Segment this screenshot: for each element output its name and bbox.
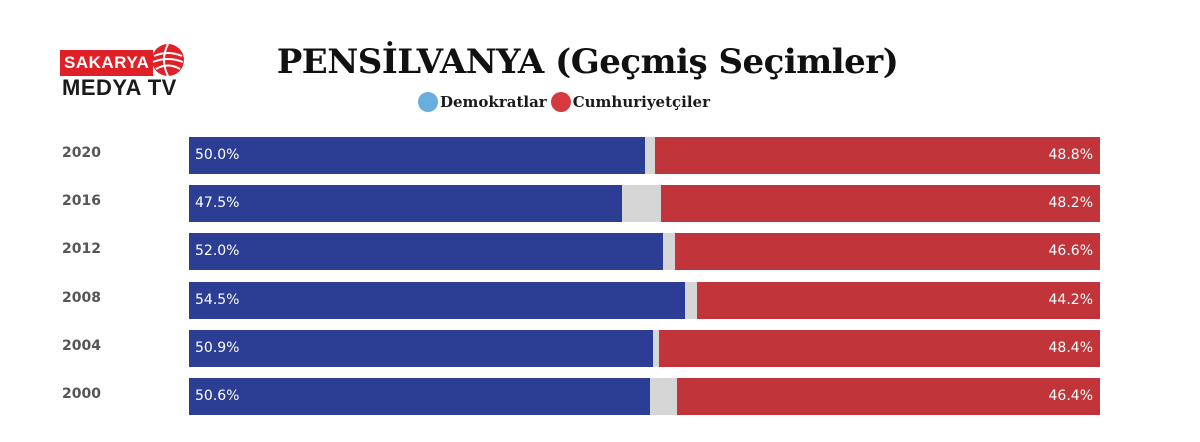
year-label-2008: 2008 — [62, 289, 101, 306]
data-label-rep-2016: 48.2% — [1048, 195, 1093, 212]
data-label-rep-2012: 46.6% — [1048, 243, 1093, 260]
logo-bottom-text: MEDYA TV — [62, 75, 177, 100]
bar-row-2000: 50.6% 46.4% — [189, 378, 1100, 415]
bar-row-2020: 50.0% 48.8% — [189, 137, 1100, 174]
data-label-dem-2004: 50.9% — [195, 339, 240, 356]
year-label-2016: 2016 — [62, 193, 101, 210]
data-label-dem-2012: 52.0% — [195, 243, 240, 260]
bar-rep-2004 — [659, 329, 1100, 367]
bar-row-2012: 52.0% 46.6% — [189, 233, 1100, 271]
bar-rep-2000 — [677, 378, 1100, 415]
year-label-2000: 2000 — [62, 386, 101, 402]
bar-row-2004: 50.9% 48.4% — [189, 329, 1100, 367]
data-label-rep-2004: 48.4% — [1048, 339, 1093, 356]
legend-label-rep: Cumhuriyetçiler — [572, 93, 710, 111]
legend-label-dem: Demokratlar — [440, 93, 547, 111]
bar-rep-2012 — [675, 233, 1100, 271]
brand-logo: SAKARYA MEDYA TV — [60, 42, 190, 102]
bar-row-2016: 47.5% 48.2% — [189, 185, 1100, 223]
bar-dem-2016 — [189, 185, 622, 223]
data-label-dem-2020: 50.0% — [195, 147, 240, 163]
data-label-rep-2008: 44.2% — [1048, 291, 1093, 308]
data-label-rep-2000: 46.4% — [1048, 388, 1093, 404]
year-label-2020: 2020 — [62, 145, 101, 161]
bar-dem-2008 — [189, 281, 686, 319]
bar-dem-2000 — [189, 378, 650, 415]
bar-rep-2020 — [655, 137, 1100, 174]
logo-top-text: SAKARYA — [60, 50, 154, 76]
bar-dem-2012 — [189, 233, 663, 271]
bar-dem-2020 — [189, 137, 645, 174]
data-label-dem-2016: 47.5% — [195, 195, 240, 212]
bar-rep-2008 — [697, 281, 1100, 319]
bar-dem-2004 — [189, 329, 653, 367]
legend-dot-dem — [418, 92, 438, 112]
legend-item-rep: Cumhuriyetçiler — [550, 92, 710, 112]
globe-icon — [152, 43, 184, 77]
year-label-2012: 2012 — [62, 241, 101, 258]
year-label-2004: 2004 — [62, 337, 101, 354]
chart-title: PENSİLVANYA (Geçmiş Seçimler) — [276, 42, 899, 82]
data-label-rep-2020: 48.8% — [1048, 147, 1093, 163]
data-label-dem-2008: 54.5% — [195, 291, 240, 308]
chart-legend: Demokratlar Cumhuriyetçiler — [418, 90, 714, 114]
legend-item-dem: Demokratlar — [418, 92, 547, 112]
bar-rep-2016 — [660, 185, 1100, 223]
data-label-dem-2000: 50.6% — [195, 388, 240, 404]
legend-dot-rep — [550, 92, 571, 112]
bar-row-2008: 54.5% 44.2% — [189, 281, 1100, 319]
